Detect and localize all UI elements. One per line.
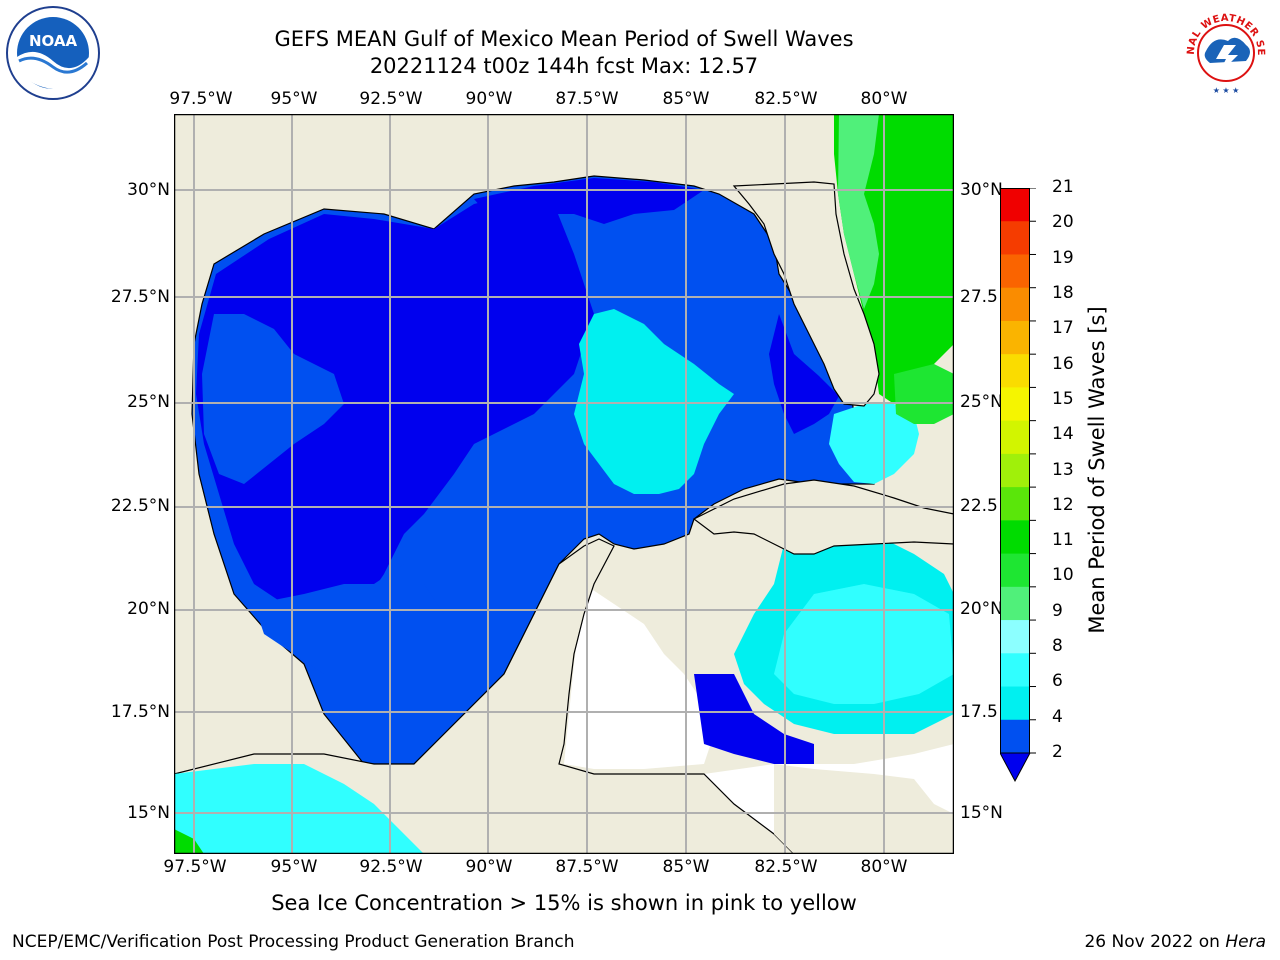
lon-label-bottom: 85°W xyxy=(662,857,710,877)
footer-date-text: 26 Nov 2022 on xyxy=(1084,932,1226,952)
lon-label-top: 95°W xyxy=(270,89,318,109)
lat-label-left: 30°N xyxy=(127,180,170,200)
colorbar-extend-triangle xyxy=(999,752,1031,783)
colorbar-tick-label: 18 xyxy=(1052,282,1074,303)
colorbar-tick-label: 11 xyxy=(1052,530,1074,551)
colorbar-frame xyxy=(1000,188,1030,754)
cuba-land xyxy=(692,479,954,555)
colorbar-tick-label: 10 xyxy=(1052,565,1074,586)
map-frame xyxy=(174,114,954,854)
colorbar-bin xyxy=(1000,287,1030,322)
footer-credit: NCEP/EMC/Verification Post Processing Pr… xyxy=(12,932,575,952)
colorbar-bin xyxy=(1000,387,1030,422)
lat-label-left: 15°N xyxy=(127,803,170,823)
map-panel xyxy=(174,114,954,854)
lon-label-bottom: 95°W xyxy=(270,857,318,877)
colorbar-bin xyxy=(1000,520,1030,555)
honduras-land xyxy=(774,764,954,854)
map-title: GEFS MEAN Gulf of Mexico Mean Period of … xyxy=(274,27,854,51)
colorbar-tick-label: 4 xyxy=(1052,706,1063,727)
noaa-logo-text: NOAA xyxy=(29,32,78,50)
lon-label-top: 97.5°W xyxy=(169,89,233,109)
lon-label-top: 92.5°W xyxy=(359,89,423,109)
lon-label-top: 85°W xyxy=(662,89,710,109)
swell-blue-patch-south xyxy=(254,564,454,674)
swell-cyan-fl-straits xyxy=(829,404,919,484)
yucatan-land xyxy=(174,538,795,854)
colorbar-bin xyxy=(1000,719,1030,754)
colorbar-tick-label: 8 xyxy=(1052,636,1063,657)
colorbar-bin xyxy=(1000,553,1030,588)
swell-blue-patch-west xyxy=(202,314,344,484)
lat-label-right: 17.5 xyxy=(960,702,998,722)
lat-label-right: 25°N xyxy=(960,392,1003,412)
lat-label-left: 17.5°N xyxy=(110,702,170,722)
map-canvas xyxy=(174,114,954,854)
colorbar-tick-label: 12 xyxy=(1052,494,1074,515)
swell-cyan-pacific xyxy=(174,764,424,854)
swell-green-atlantic-south xyxy=(894,364,954,424)
lon-label-bottom: 82.5°W xyxy=(754,857,818,877)
colorbar-bin xyxy=(1000,686,1030,721)
colorbar-bin xyxy=(1000,420,1030,455)
map-subtitle: 20221124 t00z 144h fcst Max: 12.57 xyxy=(369,54,759,78)
colorbar-bin xyxy=(1000,453,1030,488)
colorbar-bin xyxy=(1000,254,1030,289)
noaa-logo: NOAA xyxy=(5,5,101,101)
colorbar-title: Mean Period of Swell Waves [s] xyxy=(1085,306,1109,634)
colorbar-tick-label: 14 xyxy=(1052,424,1074,445)
colorbar-bin xyxy=(1000,620,1030,654)
florida-land xyxy=(732,181,880,407)
graticule xyxy=(174,114,954,854)
sea-ice-note: Sea Ice Concentration > 15% is shown in … xyxy=(271,891,857,915)
nws-logo: NATIONAL WEATHER SERVICE ★ ★ ★ xyxy=(1173,0,1274,101)
colorbar-tick-label: 20 xyxy=(1052,212,1074,233)
colorbar-bin xyxy=(1000,320,1030,355)
colorbar-tick-label: 21 xyxy=(1052,177,1074,197)
lon-label-bottom: 97.5°W xyxy=(163,857,227,877)
lon-label-top: 80°W xyxy=(860,89,908,109)
lat-label-right: 22.5 xyxy=(960,496,998,516)
lat-label-left: 27.5°N xyxy=(110,287,170,307)
colorbar-tick-label: 13 xyxy=(1052,459,1074,480)
colorbar-bin xyxy=(1000,653,1030,688)
colorbar-svg xyxy=(999,187,1036,783)
colorbar-bin xyxy=(1000,188,1030,222)
colorbar-bin xyxy=(1000,487,1030,521)
footer-date: 26 Nov 2022 on Hera xyxy=(1084,932,1266,952)
lon-label-top: 82.5°W xyxy=(754,89,818,109)
missing-data-region xyxy=(564,584,714,769)
lon-label-top: 90°W xyxy=(465,89,513,109)
colorbar-tick-label: 6 xyxy=(1052,671,1063,692)
lat-label-right: 20°N xyxy=(960,599,1003,619)
colorbar-bin xyxy=(1000,354,1030,388)
footer-machine: Hera xyxy=(1225,932,1266,952)
lat-label-left: 25°N xyxy=(127,392,170,412)
lat-label-right: 30°N xyxy=(960,180,1003,200)
swell-lightcyan-caribbean xyxy=(774,584,954,704)
swell-cyan-central xyxy=(574,309,734,494)
colorbar-tick-label: 9 xyxy=(1052,600,1063,621)
colorbar-bin xyxy=(1000,221,1030,255)
lon-label-top: 87.5°W xyxy=(555,89,619,109)
lat-label-left: 20°N xyxy=(127,599,170,619)
swell-green-pacific xyxy=(174,829,204,854)
colorbar xyxy=(999,187,1036,784)
colorbar-tick-label: 15 xyxy=(1052,388,1074,409)
lat-label-right: 27.5 xyxy=(960,287,998,307)
lon-label-bottom: 90°W xyxy=(465,857,513,877)
colorbar-tick-label: 2 xyxy=(1052,742,1063,762)
svg-text:★ ★ ★: ★ ★ ★ xyxy=(1213,86,1240,95)
lon-label-bottom: 80°W xyxy=(860,857,908,877)
colorbar-tick-label: 16 xyxy=(1052,353,1074,374)
colorbar-bin xyxy=(1000,586,1030,621)
lat-label-right: 15°N xyxy=(960,803,1003,823)
colorbar-tick-label: 19 xyxy=(1052,247,1074,268)
lon-label-bottom: 92.5°W xyxy=(359,857,423,877)
lat-label-left: 22.5°N xyxy=(110,496,170,516)
colorbar-tick-label: 17 xyxy=(1052,318,1074,339)
lon-label-bottom: 87.5°W xyxy=(555,857,619,877)
swell-lightgreen-atlantic xyxy=(838,114,879,309)
